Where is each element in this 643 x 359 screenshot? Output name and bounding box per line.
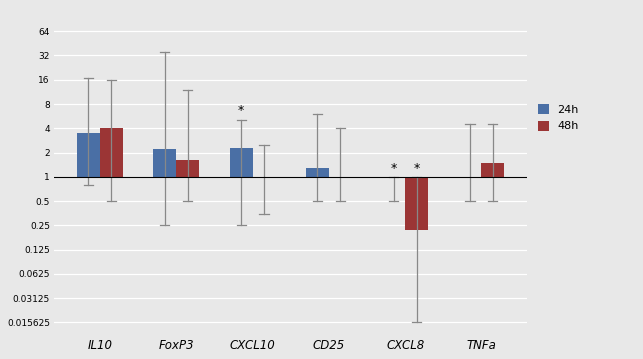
Text: *: *	[238, 104, 244, 117]
Bar	[100, 128, 123, 177]
Bar	[230, 148, 253, 177]
Bar	[482, 163, 504, 177]
Text: *: *	[390, 162, 397, 175]
Bar	[77, 133, 100, 177]
Text: *: *	[413, 162, 420, 175]
Bar	[306, 168, 329, 177]
Bar	[176, 160, 199, 177]
Bar	[153, 149, 176, 177]
Legend: 24h, 48h: 24h, 48h	[538, 104, 579, 131]
Bar	[405, 177, 428, 230]
